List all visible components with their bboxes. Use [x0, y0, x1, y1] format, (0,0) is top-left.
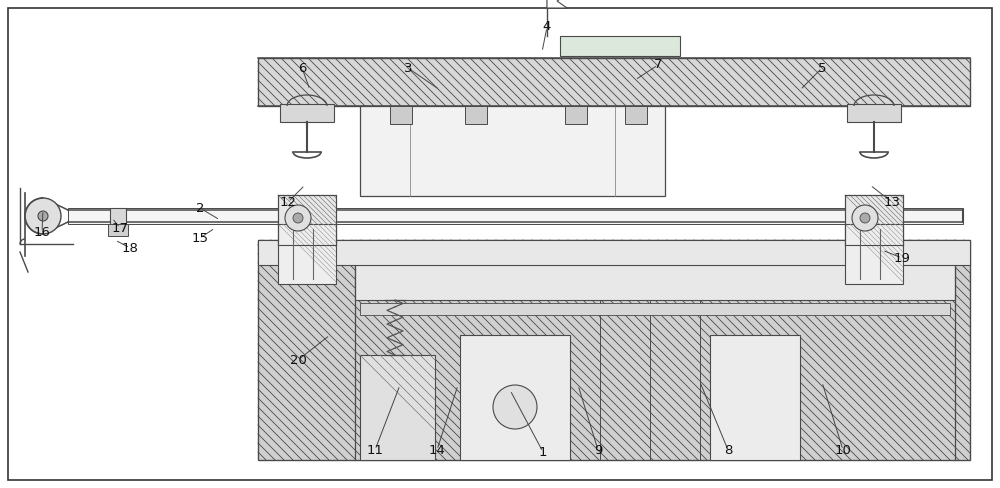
Circle shape: [293, 213, 303, 223]
Text: 5: 5: [818, 61, 826, 75]
Bar: [280, 104, 334, 122]
Text: 13: 13: [884, 196, 900, 208]
Bar: [258, 240, 970, 460]
Text: 11: 11: [366, 444, 384, 456]
Bar: [465, 106, 487, 124]
Bar: [278, 224, 336, 284]
Text: 1: 1: [539, 446, 547, 459]
Bar: [355, 240, 955, 300]
Bar: [258, 58, 970, 106]
Bar: [560, 36, 680, 56]
Bar: [68, 208, 963, 224]
Text: 7: 7: [654, 59, 662, 72]
Text: 10: 10: [835, 444, 851, 456]
Bar: [258, 240, 970, 265]
Bar: [710, 335, 800, 460]
Bar: [108, 224, 128, 236]
Text: 4: 4: [543, 20, 551, 34]
Bar: [845, 224, 903, 284]
Circle shape: [852, 205, 878, 231]
Text: 3: 3: [404, 61, 412, 75]
Text: 14: 14: [429, 444, 445, 456]
Text: 8: 8: [724, 444, 732, 456]
Bar: [110, 208, 126, 226]
Bar: [360, 355, 435, 460]
Polygon shape: [547, 0, 567, 8]
Bar: [847, 104, 901, 122]
Bar: [565, 106, 587, 124]
Circle shape: [38, 211, 48, 221]
Bar: [360, 106, 665, 196]
Text: 16: 16: [34, 225, 50, 239]
Bar: [390, 106, 412, 124]
Text: 19: 19: [894, 251, 910, 264]
Text: 6: 6: [298, 61, 306, 75]
Text: 9: 9: [594, 444, 602, 456]
Text: 20: 20: [290, 353, 306, 366]
Text: 15: 15: [192, 231, 208, 244]
Text: 2: 2: [196, 202, 204, 215]
Circle shape: [25, 198, 61, 234]
Bar: [845, 195, 903, 245]
Circle shape: [493, 385, 537, 429]
Bar: [360, 303, 950, 315]
Bar: [460, 335, 570, 460]
Text: 18: 18: [122, 242, 138, 255]
Text: 12: 12: [280, 196, 296, 208]
Circle shape: [860, 213, 870, 223]
Bar: [625, 106, 647, 124]
Circle shape: [285, 205, 311, 231]
Text: 17: 17: [112, 222, 128, 235]
Bar: [278, 195, 336, 245]
